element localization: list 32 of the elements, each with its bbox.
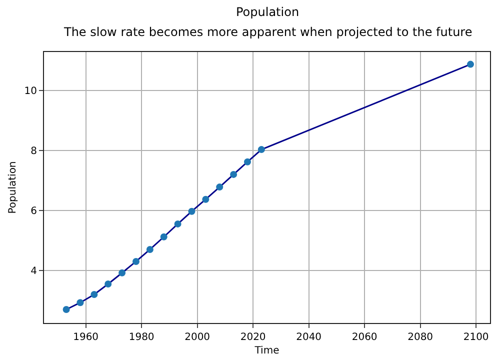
- point: [132, 258, 140, 265]
- y-axis-title: Population: [7, 161, 18, 214]
- x-tick-label: 2020: [240, 332, 266, 343]
- point: [216, 184, 224, 191]
- point: [188, 208, 196, 215]
- y-tick-label: 4: [30, 266, 37, 277]
- x-tick-label: 2060: [352, 332, 378, 343]
- point: [202, 196, 210, 203]
- x-tick-label: 1960: [73, 332, 99, 343]
- chart-subtitle: The slow rate becomes more apparent when projected to the future: [63, 25, 472, 39]
- x-tick-label: 2040: [296, 332, 322, 343]
- point: [90, 290, 98, 298]
- point: [244, 158, 251, 166]
- point: [258, 146, 265, 154]
- y-tick-label: 8: [30, 146, 37, 157]
- point: [76, 299, 84, 306]
- x-tick-label: 1980: [128, 332, 154, 343]
- point: [230, 170, 238, 178]
- x-tick-label: 2080: [408, 332, 434, 343]
- point: [118, 269, 126, 276]
- point: [62, 306, 70, 313]
- point: [466, 60, 474, 68]
- y-tick-label: 10: [24, 86, 37, 97]
- x-axis-title: Time: [254, 346, 280, 356]
- point: [160, 233, 168, 240]
- x-tick-label: 2000: [184, 332, 210, 343]
- x-tick-label: 2100: [463, 332, 489, 343]
- chart-title: Population: [236, 5, 300, 19]
- point: [174, 220, 182, 228]
- point: [104, 280, 112, 288]
- y-tick-label: 6: [30, 206, 37, 217]
- point: [146, 246, 154, 253]
